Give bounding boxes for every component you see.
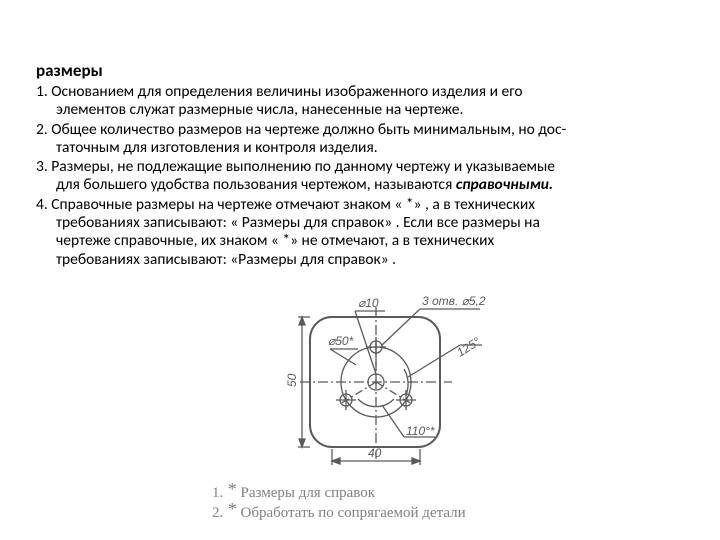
para-4: 4. Справочные размеры на чертеже отмечаю… — [36, 196, 684, 269]
label-125: 125° — [454, 334, 483, 359]
para-2: 2. Общее количество размеров на чертеже … — [36, 121, 684, 158]
figure: ⌀10 3 отв. ⌀5,2 ⌀50* 125° 110°* 50 40 1.… — [36, 287, 684, 532]
p1b: элементов служат размерные числа, нанесе… — [36, 101, 684, 119]
label-d10: ⌀10 — [358, 296, 379, 310]
label-3holes: 3 отв. ⌀5,2 — [422, 294, 486, 308]
para-3: 3. Размеры, не подлежащие выполнению по … — [36, 158, 684, 195]
p3b: для большего удобства пользования чертеж… — [36, 176, 684, 194]
heading: размеры — [36, 60, 684, 81]
label-50: 50 — [285, 373, 299, 387]
label-d50: ⌀50* — [328, 334, 354, 348]
p2a: 2. Общее количество размеров на чертеже … — [36, 120, 566, 139]
label-40: 40 — [368, 446, 382, 460]
p4c: чертеже справочные, их знаком « *» не от… — [36, 232, 684, 250]
p4a: 4. Справочные размеры на чертеже отмечаю… — [36, 195, 535, 214]
p1a: 1. Основанием для определения величины и… — [36, 82, 523, 101]
label-110: 110°* — [406, 424, 435, 438]
para-1: 1. Основанием для определения величины и… — [36, 83, 684, 120]
p4d: требованиях записывают: «Размеры для спр… — [36, 251, 684, 269]
p3a: 3. Размеры, не подлежащие выполнению по … — [36, 157, 555, 176]
p4b: требованиях записывают: « Размеры для сп… — [36, 214, 684, 232]
p2b: таточным для изготовления и контроля изд… — [36, 139, 684, 157]
svg-text:1. * Размеры для справок: 1. * Размеры для справок — [212, 479, 376, 501]
svg-text:2. * Обработать по сопрягаемой: 2. * Обработать по сопрягаемой детали — [212, 499, 466, 521]
